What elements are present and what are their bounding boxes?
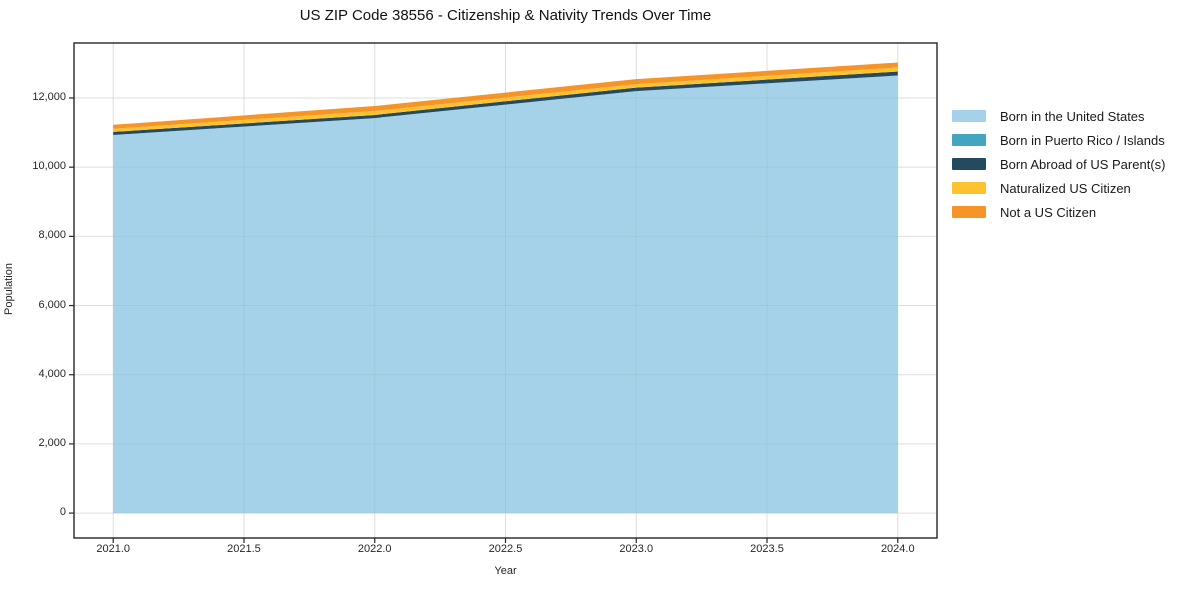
- x-tick-label: 2023.0: [619, 543, 654, 555]
- legend-item: Naturalized US Citizen: [952, 176, 1165, 200]
- legend-label: Born in Puerto Rico / Islands: [1000, 132, 1165, 148]
- area-born-in-the-united-states: [113, 75, 898, 514]
- legend-item: Not a US Citizen: [952, 200, 1165, 224]
- x-tick-label: 2021.5: [227, 543, 261, 555]
- legend-label: Born in the United States: [1000, 108, 1145, 124]
- y-tick-label: 2,000: [38, 436, 66, 449]
- legend-swatch: [952, 206, 986, 218]
- y-tick-label: 8,000: [38, 229, 66, 242]
- y-tick-label: 6,000: [38, 298, 66, 311]
- x-tick-label: 2022.0: [357, 543, 392, 555]
- legend-item: Born in the United States: [952, 104, 1165, 128]
- legend-swatch: [952, 110, 986, 122]
- y-tick-label: 4,000: [38, 367, 66, 380]
- y-axis-label: Population: [3, 263, 15, 315]
- y-tick-label: 10,000: [32, 160, 66, 173]
- x-tick-label: 2024.0: [880, 543, 915, 555]
- x-axis-label: Year: [494, 565, 517, 577]
- area-naturalized-us-citizen: [113, 67, 898, 132]
- legend-swatch: [952, 182, 986, 194]
- x-tick-label: 2023.5: [750, 543, 784, 555]
- legend-label: Born Abroad of US Parent(s): [1000, 156, 1166, 172]
- chart-title: US ZIP Code 38556 - Citizenship & Nativi…: [299, 7, 712, 24]
- x-tick-label: 2022.5: [488, 543, 523, 555]
- legend-swatch: [952, 134, 986, 146]
- y-tick-label: 0: [59, 506, 66, 519]
- legend: Born in the United States Born in Puerto …: [952, 104, 1165, 224]
- area-born-abroad-of-us-parent-s: [113, 71, 898, 136]
- x-tick-label: 2021.0: [96, 543, 131, 555]
- legend-item: Born in Puerto Rico / Islands: [952, 128, 1165, 152]
- legend-item: Born Abroad of US Parent(s): [952, 152, 1165, 176]
- y-tick-label: 12,000: [32, 91, 66, 103]
- area-not-a-us-citizen: [113, 62, 898, 129]
- legend-label: Naturalized US Citizen: [1000, 180, 1131, 196]
- legend-label: Not a US Citizen: [1000, 204, 1097, 220]
- legend-swatch: [952, 158, 986, 170]
